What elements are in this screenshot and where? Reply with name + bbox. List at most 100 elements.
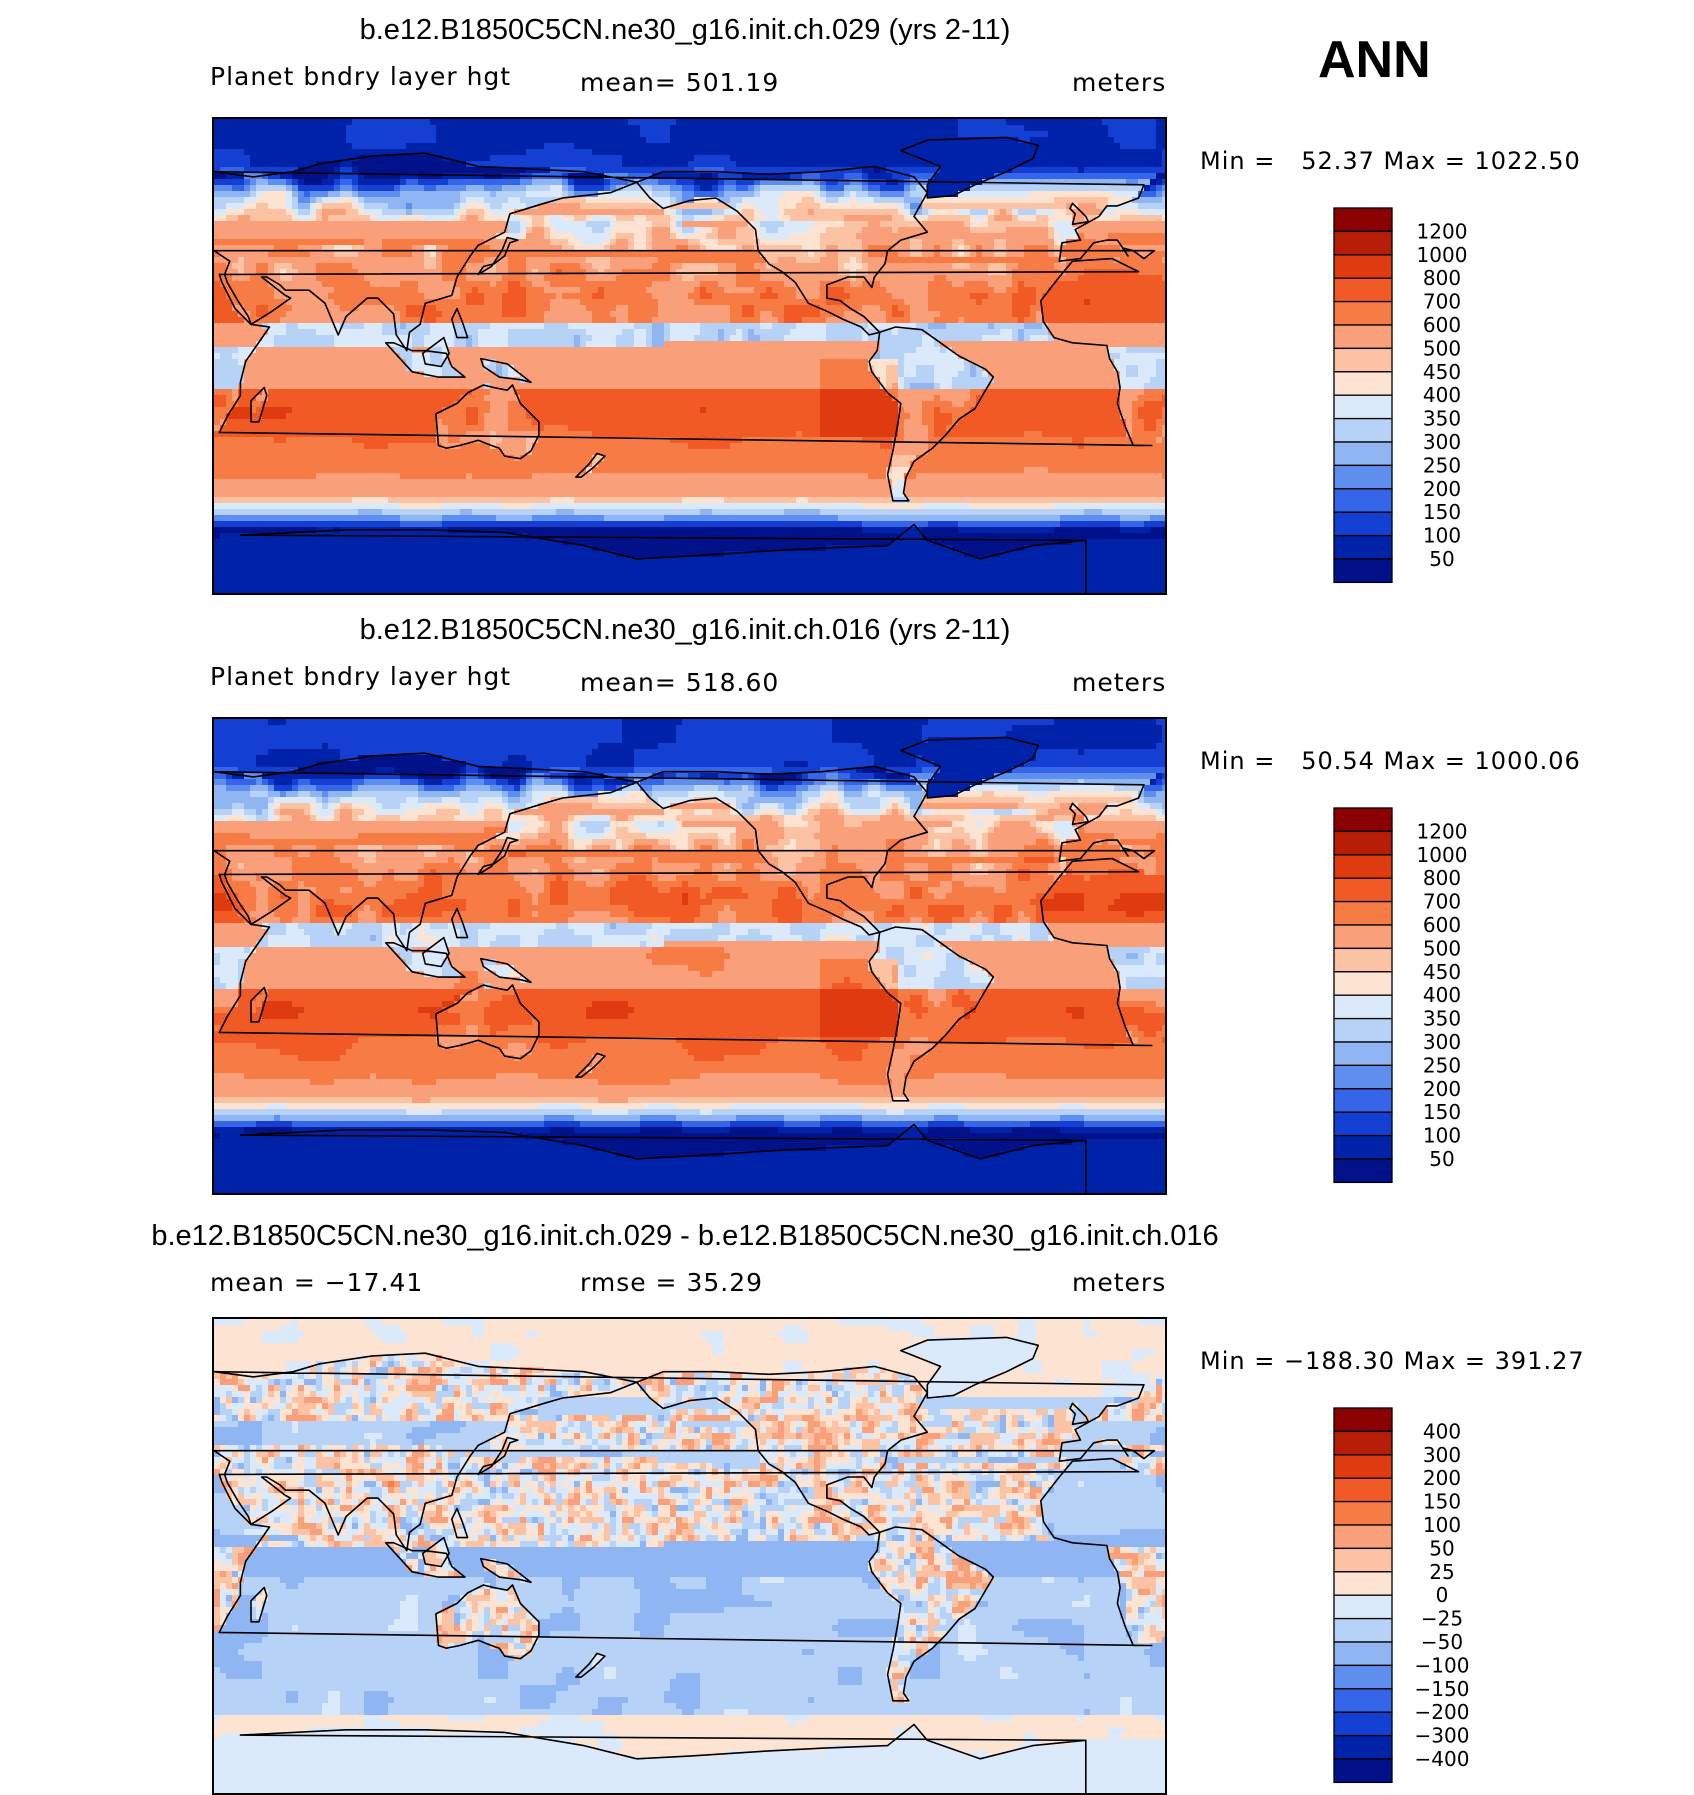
colorbar-box [1333, 1594, 1393, 1620]
colorbar-tick-label: 50 [1429, 547, 1454, 571]
panel1-map [212, 117, 1167, 595]
colorbar-tick-label: −25 [1421, 1607, 1463, 1631]
colorbar-tick-label: 600 [1423, 913, 1461, 937]
colorbar-box [1333, 1088, 1393, 1113]
panel3-units-label: meters [1072, 1268, 1166, 1297]
colorbar-tick-label: 400 [1423, 983, 1461, 1007]
colorbar-box [1333, 971, 1393, 996]
colorbar-tick-label: 150 [1423, 1100, 1461, 1124]
coastlines [214, 136, 1156, 593]
panel2-colorbar: 1200 1000 800 700 600 500 450 400 350 300 250 200 15… [1333, 807, 1534, 1188]
field-cells [214, 1319, 1165, 1793]
panel1-variable-label: Planet bndry layer hgt [210, 62, 511, 91]
colorbar-box [1333, 277, 1393, 303]
colorbar-tick-label: 400 [1423, 383, 1461, 407]
colorbar-tick-label: 150 [1423, 500, 1461, 524]
colorbar-box [1333, 1477, 1393, 1503]
colorbar-tick-label: 500 [1423, 936, 1461, 960]
colorbar-tick-label: 150 [1423, 1490, 1461, 1514]
colorbar-tick-label: 1000 [1417, 243, 1468, 267]
colorbar-tick-label: 350 [1423, 1007, 1461, 1031]
colorbar-box [1333, 1641, 1393, 1667]
colorbar-box [1333, 394, 1393, 420]
panel3-mean-label: mean = −17.41 [210, 1268, 423, 1297]
field-cells [214, 119, 1165, 593]
colorbar-box [1333, 1617, 1393, 1643]
colorbar-box [1333, 371, 1393, 396]
panel1-units-label: meters [1072, 68, 1166, 97]
panel3-colorbar: 400 300 200 150 100 50 25 0 −25 −50 −100 −150 −200 −3… [1333, 1407, 1534, 1788]
colorbar-box [1333, 1711, 1393, 1737]
colorbar-box [1333, 441, 1393, 467]
colorbar-box [1333, 1758, 1393, 1784]
colorbar-box [1333, 877, 1393, 903]
colorbar-tick-label: 25 [1429, 1560, 1454, 1584]
colorbar-tick-label: 600 [1423, 313, 1461, 337]
panel1-title: b.e12.B1850C5CN.ne30_g16.init.ch.029 (yr… [210, 14, 1160, 47]
colorbar-tick-label: 50 [1429, 1536, 1454, 1560]
panel2-variable-label: Planet bndry layer hgt [210, 662, 511, 691]
colorbar-tick-label: 450 [1423, 360, 1461, 384]
colorbar-tick-label: 100 [1423, 1124, 1461, 1148]
colorbar-tick-label: 50 [1429, 1147, 1454, 1171]
colorbar-box [1333, 807, 1393, 833]
colorbar-tick-label: 800 [1423, 866, 1461, 890]
colorbar-tick-label: 350 [1423, 407, 1461, 431]
colorbar-box [1333, 1547, 1393, 1573]
panel2-title: b.e12.B1850C5CN.ne30_g16.init.ch.016 (yr… [210, 614, 1160, 647]
colorbar-box [1333, 1158, 1393, 1184]
colorbar-tick-label: −400 [1415, 1747, 1470, 1771]
panel2-map-canvas [214, 719, 1165, 1193]
colorbar-tick-label: 250 [1423, 1053, 1461, 1077]
colorbar-tick-label: 1200 [1417, 819, 1468, 843]
colorbar-box [1333, 1571, 1393, 1596]
panel2-minmax-label: Min = 50.54 Max = 1000.06 [1200, 747, 1581, 775]
colorbar-tick-label: 800 [1423, 266, 1461, 290]
colorbar-tick-label: 500 [1423, 336, 1461, 360]
panel1-map-canvas [214, 119, 1165, 593]
colorbar-box [1333, 558, 1393, 584]
colorbar-tick-label: 300 [1423, 1443, 1461, 1467]
colorbar-tick-label: −150 [1415, 1677, 1470, 1701]
colorbar-box [1333, 464, 1393, 490]
panel2-colorbar-svg: 1200100080070060050045040035030025020015… [1333, 807, 1468, 1184]
coastlines [214, 736, 1156, 1193]
colorbar-tick-label: 200 [1423, 1466, 1461, 1490]
panel1-mean-label: mean= 501.19 [580, 68, 779, 97]
colorbar-box [1333, 1111, 1393, 1137]
panel1-colorbar: 1200 1000 800 700 600 500 450 400 350 300 250 200 15… [1333, 207, 1534, 588]
colorbar-box [1333, 417, 1393, 443]
colorbar-tick-label: −200 [1415, 1700, 1470, 1724]
colorbar-box [1333, 534, 1393, 560]
colorbar-tick-label: 400 [1423, 1419, 1461, 1443]
colorbar-tick-label: −50 [1421, 1630, 1463, 1654]
colorbar-tick-label: 200 [1423, 477, 1461, 501]
colorbar-box [1333, 854, 1393, 879]
colorbar-tick-label: −100 [1415, 1653, 1470, 1677]
colorbar-box [1333, 1407, 1393, 1433]
colorbar-box [1333, 1664, 1393, 1690]
panel3-title: b.e12.B1850C5CN.ne30_g16.init.ch.029 - b… [60, 1220, 1310, 1253]
colorbar-tick-label: 700 [1423, 290, 1461, 314]
colorbar-tick-label: 450 [1423, 960, 1461, 984]
panel2-units-label: meters [1072, 668, 1166, 697]
colorbar-box [1333, 207, 1393, 233]
colorbar-box [1333, 1734, 1393, 1760]
coastlines [214, 1336, 1156, 1793]
colorbar-box [1333, 1064, 1393, 1090]
colorbar-box [1333, 300, 1393, 326]
colorbar-box [1333, 994, 1393, 1020]
colorbar-tick-label: 250 [1423, 453, 1461, 477]
colorbar-tick-label: 1000 [1417, 843, 1468, 867]
colorbar-tick-label: 1200 [1417, 219, 1468, 243]
colorbar-box [1333, 1688, 1393, 1713]
colorbar-box [1333, 230, 1393, 256]
colorbar-tick-label: 700 [1423, 890, 1461, 914]
panel3-minmax-label: Min = −188.30 Max = 391.27 [1200, 1347, 1585, 1375]
colorbar-box [1333, 324, 1393, 350]
colorbar-box [1333, 511, 1393, 537]
colorbar-tick-label: 0 [1436, 1583, 1449, 1607]
colorbar-box [1333, 1134, 1393, 1160]
colorbar-box [1333, 1430, 1393, 1456]
colorbar-box [1333, 488, 1393, 513]
